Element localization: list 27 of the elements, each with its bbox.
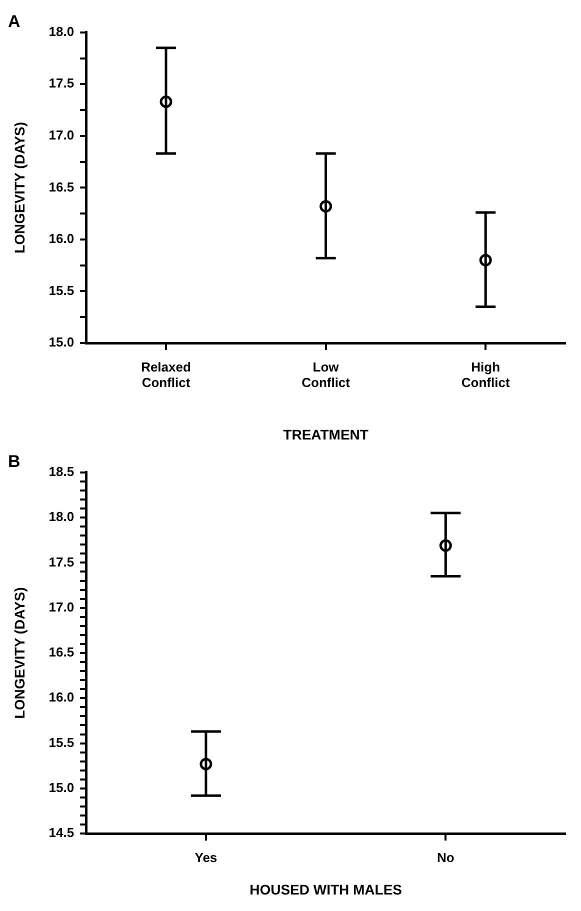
y-tick-label: 18.0 [48, 24, 74, 39]
y-tick-label: 17.0 [48, 599, 74, 614]
y-tick-label: 14.5 [48, 825, 74, 840]
y-axis-title: LONGEVITY (DAYS) [11, 122, 28, 254]
y-tick-label: 15.0 [48, 334, 74, 350]
y-tick-label: 16.0 [48, 690, 74, 705]
x-tick-label: Low Conflict [302, 359, 351, 390]
x-tick-label: Relaxed Conflict [141, 359, 191, 390]
y-tick-label: 18.5 [48, 464, 74, 479]
y-tick-label: 17.5 [48, 76, 74, 91]
y-tick-label: 15.0 [48, 780, 74, 796]
x-tick-label: Yes [194, 850, 218, 865]
y-tick-label: 15.5 [48, 734, 74, 750]
y-axis-title: LONGEVITY (DAYS) [11, 587, 28, 719]
y-tick-label: 16.5 [48, 179, 74, 194]
chart-title: B [8, 452, 20, 471]
y-tick-label: 16.5 [48, 644, 74, 660]
y-tick-label: 18.0 [48, 509, 74, 524]
x-tick-label: No [436, 850, 454, 865]
y-tick-label: 15.5 [48, 282, 74, 298]
chart-title: A [8, 12, 20, 31]
y-tick-label: 16.0 [48, 231, 74, 246]
y-tick-label: 17.5 [48, 554, 74, 570]
x-axis-title: HOUSED WITH MALES [250, 881, 402, 898]
x-axis-title: TREATMENT [283, 426, 369, 442]
y-tick-label: 17.0 [48, 128, 74, 143]
x-tick-label: High Conflict [461, 359, 510, 390]
